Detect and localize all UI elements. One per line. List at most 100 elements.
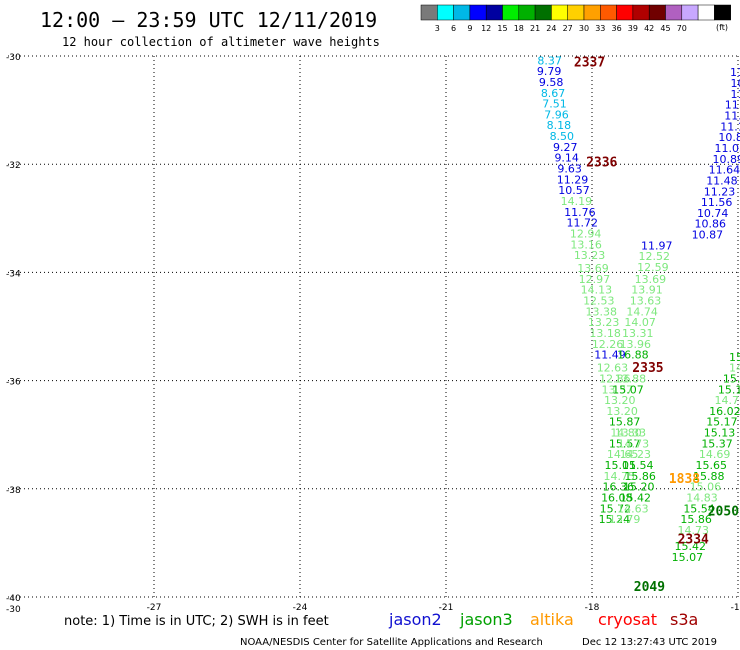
y-tick-label: -32	[6, 161, 21, 171]
pass-number-label: 2336	[586, 155, 617, 170]
wave-height-point: 11.72	[567, 217, 599, 230]
wave-height-point: 11.03	[714, 142, 740, 155]
wave-height-point: 14.73	[677, 524, 709, 537]
wave-height-point: 11.76	[564, 206, 596, 219]
color-scale-label: 39	[628, 24, 638, 33]
footer-timestamp: Dec 12 13:27:43 UTC 2019	[582, 637, 717, 648]
color-swatch	[567, 4, 585, 21]
wave-height-point: 12.63	[597, 362, 629, 375]
color-swatch	[600, 4, 617, 21]
pass-number-label: 2334	[678, 533, 709, 548]
wave-height-point: 13.23	[574, 249, 606, 262]
color-swatch	[583, 4, 601, 21]
wave-height-point: 12.97	[579, 273, 611, 286]
wave-height-point: 14.71	[714, 394, 740, 407]
wave-height-point: 15.42	[620, 491, 652, 504]
color-swatch	[632, 4, 650, 21]
plot-grid	[8, 55, 739, 598]
wave-height-point: 15.24	[599, 513, 631, 526]
wave-height-point: 13.38	[585, 305, 617, 318]
wave-height-point: 8.67	[541, 87, 566, 100]
wave-height-point: 10.87	[692, 229, 724, 242]
wave-height-point: 13.20	[606, 405, 638, 418]
color-scale-label: 6	[451, 24, 456, 33]
wave-height-point: 15.01	[604, 459, 636, 472]
wave-height-point: 12.86	[599, 372, 631, 385]
color-scale-label: 24	[546, 24, 556, 33]
wave-height-point: 10.86	[695, 218, 727, 231]
x-tick-label: -15	[731, 603, 740, 613]
wave-height-point: 8.18	[547, 119, 572, 132]
wave-height-point: 11.17	[720, 120, 740, 133]
y-tick-label: -38	[6, 486, 21, 496]
wave-height-point: 15.86	[680, 513, 712, 526]
wave-height-point: 16.02	[709, 405, 740, 418]
wave-height-point: 11	[731, 88, 740, 101]
wave-height-point: 15.42	[675, 540, 707, 553]
pass-number-label: 2050	[708, 504, 739, 519]
color-scale-label: 42	[644, 24, 654, 33]
wave-height-point: 14.23	[620, 448, 652, 461]
wave-height-point: 15.87	[609, 416, 641, 429]
wave-height-point: 15.20	[623, 481, 655, 494]
wave-height-point: 11.49	[594, 349, 626, 362]
y-tick-label: -34	[6, 269, 21, 279]
color-swatch	[648, 4, 666, 21]
wave-height-point: 11.3	[725, 99, 740, 112]
wave-height-point: 15.3	[723, 372, 740, 385]
wave-height-point: 14.75	[604, 470, 636, 483]
wave-height-point: 14.74	[626, 305, 658, 318]
wave-height-point: 11.3	[724, 110, 740, 123]
wave-height-point: 14.80	[610, 427, 642, 440]
wave-height-point: 12.52	[639, 250, 671, 263]
x-tick-label: -27	[147, 603, 162, 613]
wave-height-point: 13.20	[604, 394, 636, 407]
wave-height-point: 15.57	[609, 437, 641, 450]
color-scale-label: 70	[677, 24, 687, 33]
wave-height-point: 13.63	[630, 295, 662, 308]
wave-height-point: 11.97	[641, 239, 673, 252]
color-scale-label: 30	[579, 24, 589, 33]
color-swatch	[551, 4, 568, 21]
color-swatch	[665, 4, 683, 21]
color-swatch	[502, 4, 520, 21]
axis-ticks: -30 -32 -34 -36 -38 -40 -27 -24 -21 -18 -15 -30	[6, 53, 740, 615]
color-scale-label: 21	[530, 24, 540, 33]
wave-height-point: 10.86	[718, 131, 740, 144]
wave-height-point: 13.69	[635, 273, 667, 286]
color-swatch	[681, 4, 699, 21]
color-swatch	[518, 4, 536, 21]
legend-altika: altika	[530, 610, 574, 629]
wave-height-point: 11.64	[709, 164, 740, 177]
wave-height-point: 15.54	[622, 459, 654, 472]
color-scale-label: 27	[563, 24, 573, 33]
footer-credit: NOAA/NESDIS Center for Satellite Applica…	[240, 637, 543, 648]
color-scale-label: 3	[435, 24, 440, 33]
color-scale-label: 15	[497, 24, 507, 33]
legend-cryosat: cryosat	[598, 610, 657, 629]
wave-height-point: 15.65	[695, 459, 727, 472]
footer-note: note: 1) Time is in UTC; 2) SWH is in fe…	[64, 614, 329, 629]
wave-height-point: 13.88	[615, 372, 647, 385]
wave-height-point: 11	[730, 66, 740, 79]
wave-height-point: 15.07	[612, 383, 644, 396]
legend-s3a: s3a	[670, 610, 698, 629]
wave-height-point: 9.58	[539, 76, 564, 89]
color-swatch	[437, 4, 454, 21]
wave-height-point: 13.79	[609, 513, 641, 526]
wave-height-point: 12.94	[570, 227, 602, 240]
color-scale-bar	[420, 4, 731, 21]
wave-height-point: 7.51	[542, 98, 567, 111]
wave-height-point: 12.59	[637, 261, 669, 274]
color-scale-label: 9	[467, 24, 472, 33]
pass-number-label: 1838	[669, 472, 700, 487]
wave-height-point: 9.27	[553, 141, 578, 154]
y-tick-label: -40	[6, 594, 21, 604]
color-swatch	[420, 4, 438, 21]
wave-height-point: 13.96	[620, 338, 652, 351]
color-swatch	[616, 4, 634, 21]
pass-number-label: 2337	[574, 55, 605, 70]
wave-height-point: 10.89	[713, 153, 740, 166]
color-swatch	[534, 4, 552, 21]
wave-height-point: 15.72	[600, 502, 632, 515]
